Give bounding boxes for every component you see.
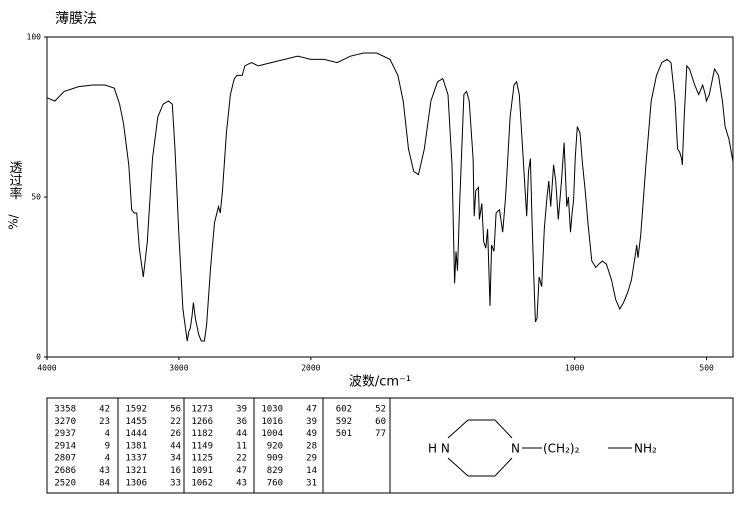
peak-transmittance: 23 <box>99 417 110 427</box>
x-tick-label: 500 <box>699 364 714 373</box>
x-tick-label: 2000 <box>301 364 320 373</box>
spectrum-line <box>46 52 734 342</box>
peak-transmittance: 26 <box>170 429 181 439</box>
peak-wavenumber: 1091 <box>191 466 213 476</box>
peak-wavenumber: 1062 <box>191 478 213 488</box>
peak-wavenumber: 760 <box>267 478 283 488</box>
peak-wavenumber: 1444 <box>125 429 147 439</box>
peak-wavenumber: 3358 <box>54 405 76 415</box>
peak-wavenumber: 501 <box>336 429 352 439</box>
peak-transmittance: 52 <box>375 405 386 415</box>
peak-wavenumber: 3270 <box>54 417 76 427</box>
structure-bonds <box>447 419 632 477</box>
peak-wavenumber: 909 <box>267 454 283 464</box>
peak-transmittance: 44 <box>236 429 247 439</box>
peak-transmittance: 39 <box>306 417 317 427</box>
peak-transmittance: 11 <box>236 441 247 451</box>
peak-transmittance: 47 <box>236 466 247 476</box>
peak-wavenumber: 1381 <box>125 441 147 451</box>
peak-transmittance: 44 <box>170 441 181 451</box>
structure-label: N <box>511 442 520 456</box>
x-tick-label: 4000 <box>37 364 56 373</box>
peak-transmittance: 39 <box>236 405 247 415</box>
peak-transmittance: 49 <box>306 429 317 439</box>
peak-transmittance: 47 <box>306 405 317 415</box>
table-dividers <box>117 398 391 493</box>
y-tick-label: 0 <box>36 353 41 362</box>
peak-transmittance: 4 <box>105 429 110 439</box>
peak-transmittance: 60 <box>375 417 386 427</box>
peak-wavenumber: 1337 <box>125 454 147 464</box>
peak-transmittance: 22 <box>236 454 247 464</box>
peak-wavenumber: 1455 <box>125 417 147 427</box>
peak-wavenumber: 602 <box>336 405 352 415</box>
structure-label: H N <box>428 442 450 456</box>
peak-wavenumber: 1321 <box>125 466 147 476</box>
peak-wavenumber: 2914 <box>54 441 76 451</box>
peak-transmittance: 9 <box>105 441 110 451</box>
x-axis-label: 波数/cm⁻¹ <box>349 375 411 390</box>
peak-wavenumber: 2937 <box>54 429 76 439</box>
y-tick-label: 100 <box>27 33 42 42</box>
peak-transmittance: 22 <box>170 417 181 427</box>
peak-transmittance: 36 <box>236 417 247 427</box>
peak-wavenumber: 592 <box>336 417 352 427</box>
peak-transmittance: 14 <box>306 466 317 476</box>
peak-wavenumber: 1592 <box>125 405 147 415</box>
peak-transmittance: 28 <box>306 441 317 451</box>
peak-wavenumber: 1004 <box>261 429 283 439</box>
peak-wavenumber: 1016 <box>261 417 283 427</box>
peak-wavenumber: 1125 <box>191 454 213 464</box>
structure-label: NH₂ <box>634 442 657 456</box>
y-tick-label: 50 <box>31 193 41 202</box>
peak-transmittance: 4 <box>105 454 110 464</box>
x-tick-label: 1000 <box>565 364 584 373</box>
peak-transmittance: 42 <box>99 405 110 415</box>
peak-wavenumber: 1266 <box>191 417 213 427</box>
peak-transmittance: 33 <box>170 478 181 488</box>
peak-wavenumber: 1306 <box>125 478 147 488</box>
peak-transmittance: 77 <box>375 429 386 439</box>
peak-wavenumber: 2807 <box>54 454 76 464</box>
peak-transmittance: 43 <box>99 466 110 476</box>
peak-wavenumber: 1149 <box>191 441 213 451</box>
peak-transmittance: 16 <box>170 466 181 476</box>
peak-transmittance: 31 <box>306 478 317 488</box>
peak-transmittance: 34 <box>170 454 181 464</box>
structure-label: (CH₂)₂ <box>543 442 580 456</box>
peak-wavenumber: 920 <box>267 441 283 451</box>
y-axis-unit: %/ <box>7 213 21 229</box>
y-axis-label: 透过率 <box>7 161 23 200</box>
peak-wavenumber: 1182 <box>191 429 213 439</box>
peak-wavenumber: 1030 <box>261 405 283 415</box>
peak-transmittance: 84 <box>99 478 110 488</box>
peak-wavenumber: 2686 <box>54 466 76 476</box>
peak-wavenumber: 1273 <box>191 405 213 415</box>
peak-transmittance: 56 <box>170 405 181 415</box>
peak-transmittance: 29 <box>306 454 317 464</box>
peak-transmittance: 43 <box>236 478 247 488</box>
peak-wavenumber: 829 <box>267 466 283 476</box>
chart-title: 薄膜法 <box>55 11 97 27</box>
peak-wavenumber: 2520 <box>54 478 76 488</box>
x-tick-label: 3000 <box>169 364 188 373</box>
